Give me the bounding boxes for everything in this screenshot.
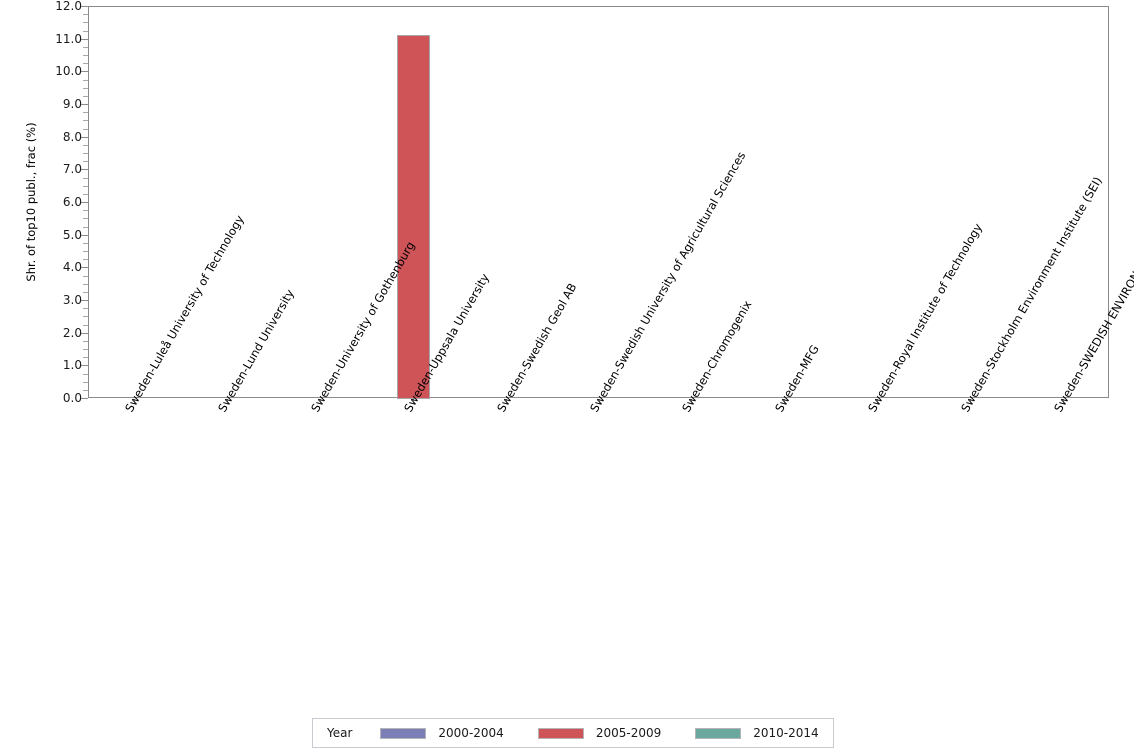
x-tick bbox=[1062, 399, 1064, 404]
x-tick bbox=[876, 399, 878, 404]
y-tick-major bbox=[81, 6, 88, 7]
y-tick-label: 3.0 bbox=[62, 293, 82, 307]
y-tick-label: 2.0 bbox=[62, 325, 82, 340]
y-tick-label: 7.0 bbox=[62, 162, 82, 177]
y-tick-label: 8.0 bbox=[62, 129, 82, 144]
y-tick-major bbox=[81, 136, 88, 138]
y-tick-minor bbox=[83, 153, 88, 154]
y-tick-minor bbox=[83, 55, 88, 56]
y-tick-minor bbox=[83, 87, 88, 89]
legend-swatch bbox=[695, 727, 742, 739]
x-tick bbox=[969, 399, 971, 404]
y-tick-label: 10.0 bbox=[55, 64, 82, 79]
y-tick-minor bbox=[83, 112, 88, 114]
y-tick-major bbox=[81, 398, 88, 399]
legend-label: 2010-2014 bbox=[753, 726, 819, 740]
legend-swatch bbox=[380, 727, 427, 739]
y-tick-minor bbox=[83, 128, 88, 130]
bar bbox=[397, 34, 431, 399]
x-tick bbox=[412, 399, 414, 404]
y-tick-label: 1.0 bbox=[62, 358, 82, 373]
legend-entries: 2000-2004 2005-2009 2010-2014 bbox=[380, 726, 819, 740]
y-tick-major bbox=[81, 300, 88, 301]
y-tick-minor bbox=[83, 63, 88, 65]
y-tick-minor bbox=[83, 259, 88, 261]
y-tick-label: 9.0 bbox=[62, 97, 82, 111]
y-tick-major bbox=[81, 267, 88, 269]
y-tick-major bbox=[81, 104, 88, 105]
y-tick-minor bbox=[83, 218, 88, 220]
x-tick bbox=[784, 399, 786, 404]
y-tick-minor bbox=[83, 381, 88, 383]
y-tick-minor bbox=[83, 79, 88, 81]
x-tick bbox=[134, 399, 136, 404]
y-tick-label: 0.0 bbox=[62, 391, 82, 405]
legend-entry[interactable]: 2000-2004 bbox=[380, 726, 504, 740]
y-tick-major bbox=[81, 332, 88, 334]
y-tick-minor bbox=[83, 95, 88, 97]
y-tick-minor bbox=[83, 185, 88, 187]
y-tick-minor bbox=[83, 161, 88, 163]
y-tick-major bbox=[81, 71, 88, 73]
y-tick-major bbox=[81, 365, 88, 367]
y-tick-minor bbox=[83, 120, 88, 122]
y-tick-minor bbox=[83, 357, 88, 359]
y-tick-minor bbox=[83, 340, 88, 342]
y-tick-minor bbox=[83, 210, 88, 212]
y-tick-minor bbox=[83, 46, 88, 48]
y-tick-minor bbox=[83, 275, 88, 277]
legend-entry[interactable]: 2005-2009 bbox=[537, 726, 662, 740]
legend-title: Year bbox=[327, 726, 353, 740]
legend-swatch bbox=[537, 727, 584, 739]
y-tick-minor bbox=[83, 226, 88, 228]
y-tick-minor bbox=[83, 389, 88, 391]
x-tick bbox=[320, 399, 322, 404]
y-tick-minor bbox=[83, 242, 88, 244]
y-tick-label: 12.0 bbox=[55, 0, 82, 13]
y-tick-minor bbox=[83, 291, 88, 293]
y-tick-minor bbox=[83, 316, 88, 318]
y-tick-minor bbox=[83, 349, 88, 350]
y-tick-minor bbox=[83, 373, 88, 375]
y-tick-minor bbox=[83, 308, 88, 310]
x-tick bbox=[691, 399, 693, 404]
y-tick-major bbox=[81, 38, 88, 40]
y-tick-minor bbox=[83, 144, 88, 146]
y-tick-minor bbox=[83, 30, 88, 32]
x-tick bbox=[505, 399, 507, 404]
y-tick-label: 6.0 bbox=[62, 195, 82, 209]
x-tick bbox=[598, 399, 600, 404]
y-tick-minor bbox=[83, 324, 88, 326]
legend-label: 2000-2004 bbox=[438, 726, 504, 740]
y-tick-minor bbox=[83, 193, 88, 195]
y-tick-minor bbox=[83, 251, 88, 252]
y-tick-major bbox=[81, 202, 88, 203]
y-tick-label: 5.0 bbox=[62, 227, 82, 242]
legend: Year 2000-2004 2005-2009 2010-2014 bbox=[312, 718, 834, 748]
legend-entry[interactable]: 2010-2014 bbox=[695, 726, 819, 740]
plot-area bbox=[88, 6, 1109, 399]
x-tick bbox=[227, 399, 229, 404]
y-tick-minor bbox=[83, 14, 88, 16]
y-tick-minor bbox=[83, 177, 88, 179]
y-tick-label: 11.0 bbox=[55, 31, 82, 46]
y-tick-label: 4.0 bbox=[62, 260, 82, 275]
y-tick-minor bbox=[83, 22, 88, 24]
legend-label: 2005-2009 bbox=[595, 726, 662, 740]
y-tick-minor bbox=[83, 283, 88, 285]
y-tick-major bbox=[81, 234, 88, 236]
y-tick-major bbox=[81, 169, 88, 171]
